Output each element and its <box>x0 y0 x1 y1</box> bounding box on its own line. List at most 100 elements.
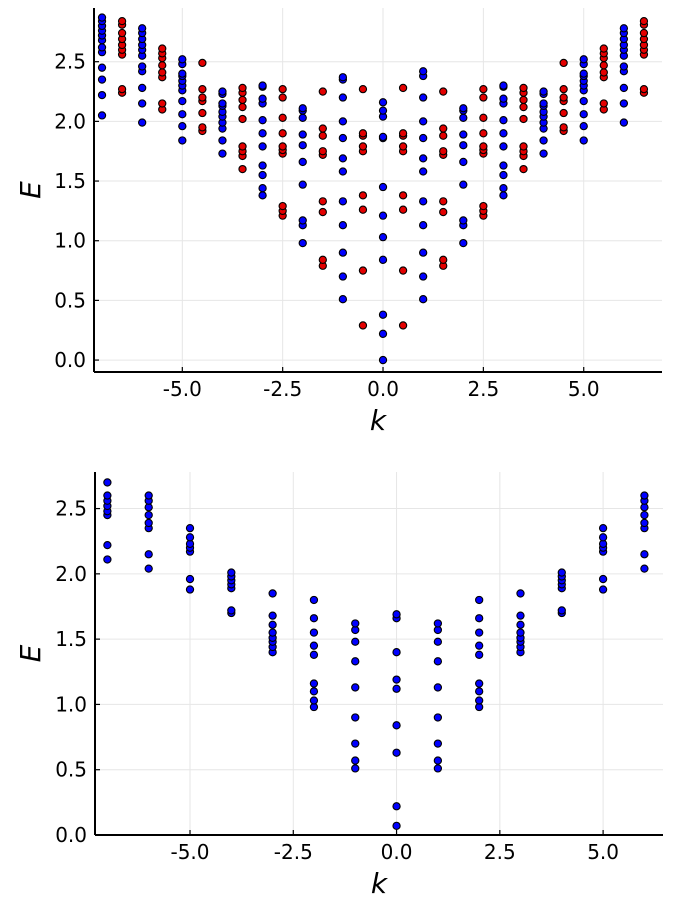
data-point <box>419 133 428 143</box>
data-point <box>103 491 112 500</box>
data-point <box>268 628 277 637</box>
data-point <box>178 136 187 145</box>
data-point <box>117 16 127 26</box>
data-point <box>499 81 508 90</box>
data-point <box>439 147 448 156</box>
data-point <box>238 102 247 112</box>
data-point <box>378 355 388 365</box>
data-point <box>479 201 488 211</box>
data-point <box>398 129 408 138</box>
data-point <box>103 478 112 487</box>
data-point <box>475 641 484 650</box>
data-point <box>218 99 227 108</box>
data-point <box>619 62 629 71</box>
data-point <box>392 721 401 730</box>
data-point <box>97 111 107 120</box>
data-point <box>378 182 388 192</box>
data-point <box>599 68 608 77</box>
y-tick-label: 2.0 <box>55 562 87 586</box>
data-point <box>639 28 649 38</box>
y-tick-label: 2.0 <box>54 109 86 133</box>
data-point <box>318 207 327 217</box>
data-point <box>178 55 187 64</box>
data-point <box>475 628 484 637</box>
data-point <box>178 122 187 131</box>
data-point <box>619 118 629 127</box>
data-point <box>97 75 107 84</box>
data-point <box>398 266 408 275</box>
data-point <box>138 99 147 108</box>
data-point <box>439 131 448 140</box>
data-point <box>392 648 401 657</box>
data-point <box>218 136 227 145</box>
data-point <box>392 748 401 757</box>
data-point <box>419 154 428 163</box>
data-point <box>309 687 319 696</box>
data-point <box>318 124 327 133</box>
data-point <box>516 620 525 629</box>
data-point <box>640 518 649 528</box>
bottom-scatter-plot: -5.0 -2.5 0.0 2.5 5.0 0.0 0.5 1.0 1.5 2.0 2.5 k E <box>14 472 663 899</box>
data-point <box>579 55 588 64</box>
data-point <box>178 110 187 119</box>
data-point <box>198 123 207 132</box>
data-point <box>639 16 649 26</box>
data-point <box>338 117 348 126</box>
data-point <box>351 756 360 765</box>
data-point <box>459 180 468 189</box>
data-point <box>378 106 388 115</box>
data-point <box>398 191 408 200</box>
data-point <box>238 142 247 151</box>
x-tick-label: 2.5 <box>484 840 516 864</box>
data-point <box>258 129 267 138</box>
data-point <box>318 87 327 96</box>
top-scatter-plot: -5.0 -2.5 0.0 2.5 5.0 0.0 0.5 1.0 1.5 2.0 2.5 k E <box>14 8 662 437</box>
data-point <box>258 116 267 125</box>
data-point <box>599 99 608 108</box>
y-tick-label: 1.5 <box>54 169 86 193</box>
data-point <box>338 93 348 102</box>
data-point <box>419 248 428 257</box>
data-point <box>117 28 127 38</box>
data-point <box>103 540 112 550</box>
data-point <box>97 63 107 72</box>
data-point <box>499 142 508 151</box>
data-point <box>185 533 195 542</box>
data-point <box>318 131 327 140</box>
data-point <box>640 491 649 500</box>
data-point <box>309 595 319 605</box>
data-point <box>185 523 195 533</box>
data-point <box>278 201 287 211</box>
y-tick-label: 2.5 <box>55 497 87 521</box>
data-point <box>559 85 568 94</box>
data-point <box>640 564 649 573</box>
x-tick-label: 5.0 <box>568 377 600 401</box>
data-point <box>598 574 608 584</box>
data-point <box>459 104 468 113</box>
data-point <box>559 108 568 118</box>
data-point <box>459 113 468 122</box>
data-point <box>378 329 388 338</box>
data-point <box>519 142 528 151</box>
data-point <box>419 221 428 230</box>
data-point <box>144 564 153 573</box>
data-point <box>103 555 112 564</box>
data-point <box>378 232 388 242</box>
data-point <box>640 550 649 559</box>
data-point <box>309 650 319 659</box>
data-point <box>479 113 488 122</box>
data-point <box>459 141 468 150</box>
data-point <box>475 595 484 605</box>
data-point <box>398 321 408 330</box>
data-point <box>392 802 401 811</box>
data-point <box>519 164 528 174</box>
data-point <box>598 585 608 594</box>
x-tick-label: -5.0 <box>163 377 202 401</box>
data-point <box>459 216 468 225</box>
data-point <box>338 154 348 163</box>
x-axis-label: k <box>370 404 388 437</box>
data-point <box>539 99 548 108</box>
data-point <box>309 614 319 623</box>
data-point <box>539 149 548 158</box>
data-point <box>144 510 153 520</box>
